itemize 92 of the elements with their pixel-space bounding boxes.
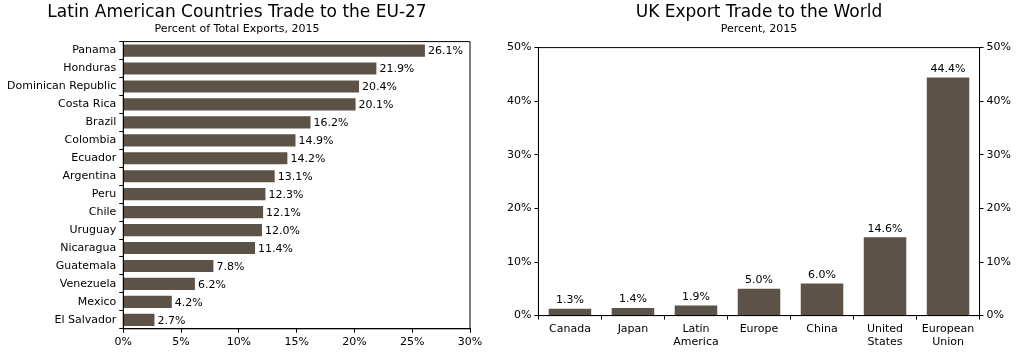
data-label: 14.6% [867, 221, 903, 235]
data-label: 12.3% [268, 188, 304, 202]
data-label: 7.8% [216, 259, 245, 273]
y-tick-label: El Salvador [54, 312, 117, 326]
y-tick-label: Costa Rica [58, 97, 117, 111]
data-label: 13.1% [277, 170, 313, 184]
data-label: 1.4% [618, 292, 647, 306]
data-label: 1.9% [682, 289, 710, 303]
y2-tick-label: 0% [986, 308, 1004, 322]
data-label: 12.0% [264, 223, 300, 237]
data-label: 6.0% [808, 267, 836, 281]
bar [123, 152, 288, 165]
data-label: 20.1% [358, 98, 394, 112]
x-tick-label: 15% [284, 335, 309, 349]
bar [926, 77, 970, 316]
y2-tick-label: 40% [986, 94, 1011, 108]
bar [123, 295, 172, 308]
y-tick-label: Guatemala [55, 258, 117, 272]
bar [123, 116, 311, 129]
y-tick-label: Panama [72, 43, 117, 57]
y-tick-label: 50% [507, 40, 532, 54]
y-tick-label: Dominican Republic [6, 79, 117, 93]
x-tick-label: 20% [342, 335, 367, 349]
y-tick-label: Chile [88, 204, 117, 218]
y-tick-label: Mexico [77, 294, 117, 308]
x-tick-label: Latin America [673, 322, 719, 349]
bar [123, 170, 275, 183]
data-label: 26.1% [427, 44, 463, 58]
bar [123, 98, 356, 111]
data-label: 44.4% [930, 61, 966, 75]
y-tick-label: Argentina [62, 169, 117, 183]
bar [123, 259, 214, 273]
bar [123, 188, 266, 201]
y-tick-label: Ecuador [71, 151, 117, 165]
data-label: 20.4% [362, 80, 397, 94]
chart-title: UK Export Trade to the World [635, 0, 883, 21]
chart-title: Latin American Countries Trade to the EU-27 [47, 0, 427, 21]
chart-subtitle: Percent of Total Exports, 2015 [154, 21, 320, 35]
x-tick-label: 5% [172, 335, 190, 349]
y-tick-label: Nicaragua [60, 240, 117, 254]
x-tick-label: European Union [921, 322, 975, 349]
y-tick-label: 0% [514, 308, 532, 322]
y-tick-label: 20% [507, 201, 532, 215]
bar [123, 313, 155, 326]
y-tick-label: 30% [507, 147, 532, 161]
bar [123, 277, 195, 290]
x-tick-label: 30% [457, 335, 483, 349]
x-tick-label: 25% [399, 335, 425, 349]
bar [123, 62, 377, 75]
bar [123, 241, 256, 255]
y-tick-label: Venezuela [59, 276, 117, 290]
y2-tick-label: 10% [986, 254, 1011, 268]
x-tick-label: 0% [114, 335, 132, 349]
x-tick-label: Europe [739, 322, 779, 336]
bar [123, 224, 262, 237]
y-tick-label: Honduras [63, 61, 117, 75]
x-tick-label: Canada [549, 322, 591, 336]
bar [611, 308, 655, 316]
data-label: 1.3% [555, 292, 584, 306]
data-label: 16.2% [313, 116, 349, 130]
y2-tick-label: 30% [986, 147, 1011, 161]
y-tick-label: Colombia [64, 133, 117, 147]
data-label: 11.4% [258, 241, 293, 255]
chart-subtitle: Percent, 2015 [720, 21, 798, 35]
bar [674, 305, 718, 316]
x-tick-label: China [806, 322, 838, 336]
data-label: 2.7% [157, 313, 186, 327]
data-label: 4.2% [174, 295, 203, 309]
y-tick-label: 40% [507, 94, 532, 108]
bar [800, 283, 844, 316]
bar [123, 44, 425, 57]
bar [123, 80, 360, 93]
data-label: 5.0% [745, 273, 773, 287]
y-tick-label: Peru [91, 187, 117, 201]
y-tick-label: 10% [507, 254, 532, 268]
bar [123, 134, 296, 147]
bar [123, 206, 264, 219]
y2-tick-label: 50% [986, 40, 1011, 54]
bar [737, 288, 781, 316]
data-label: 14.2% [290, 152, 326, 166]
x-tick-label: 10% [226, 335, 252, 349]
data-label: 12.1% [266, 205, 302, 219]
bar [863, 237, 907, 316]
y-tick-label: Uruguay [69, 222, 117, 236]
data-label: 14.9% [298, 134, 334, 148]
x-tick-label: Japan [616, 322, 649, 336]
y-tick-label: Brazil [85, 115, 117, 129]
data-label: 21.9% [379, 62, 415, 76]
bar [548, 308, 592, 316]
x-tick-label: United States [866, 322, 904, 349]
y2-tick-label: 20% [986, 201, 1011, 215]
data-label: 6.2% [197, 277, 226, 291]
